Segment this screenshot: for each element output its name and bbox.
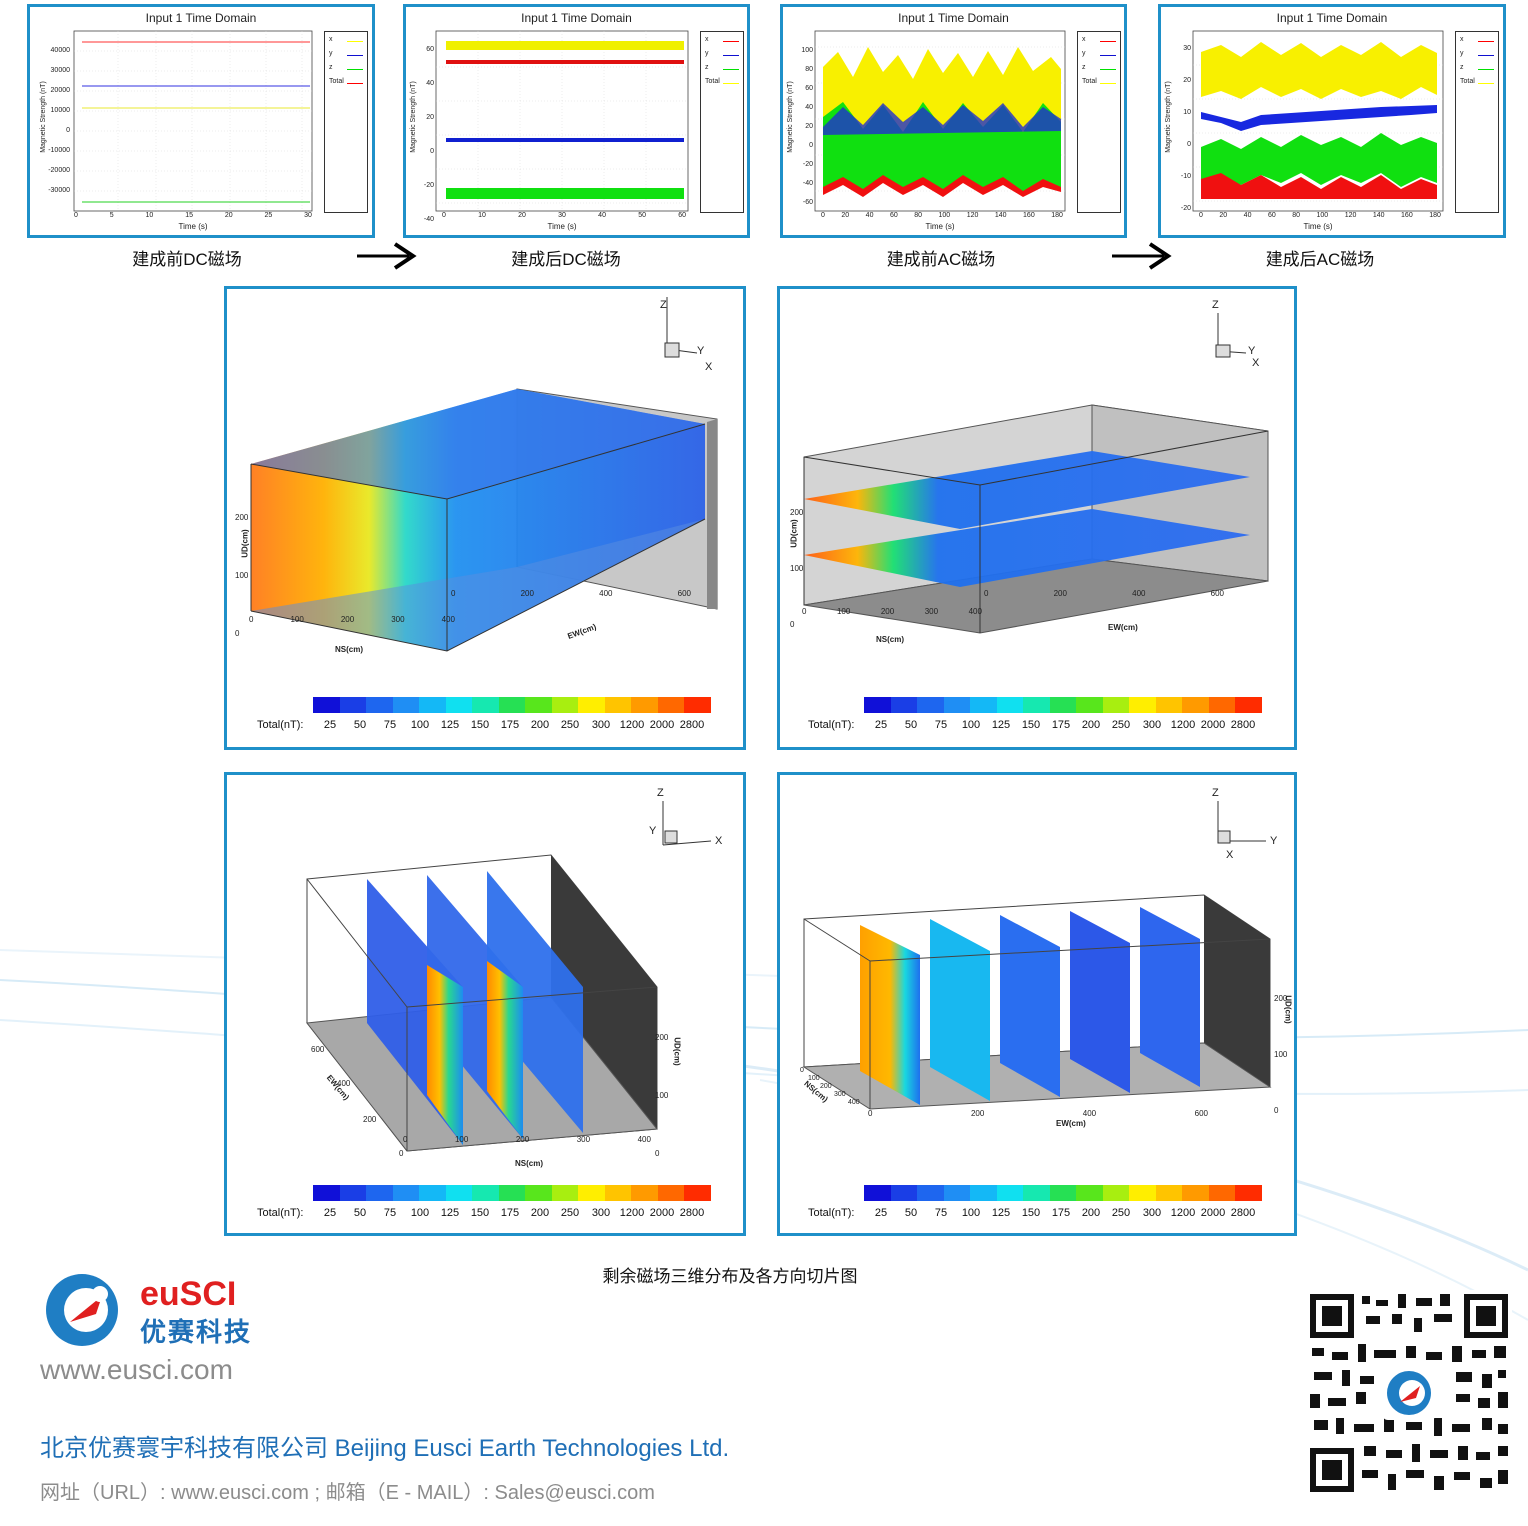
ud-ticks: 200 100 0 <box>790 508 804 629</box>
axis-a-label: Y <box>649 825 657 837</box>
ns-ticks: 0 100 200 300 400 <box>802 607 982 616</box>
ac-before-caption: 建成前AC磁场 <box>886 250 996 269</box>
legend: x y z Total <box>324 31 368 213</box>
colorbar-label: Total(nT): <box>257 1207 304 1219</box>
x-axis-label: Time (s) <box>925 222 955 231</box>
colorbar-ticks: 25 50 75 100 125 150 175 200 250 300 1200 2000 2800 <box>323 719 705 731</box>
dc-before-plot <box>73 30 313 212</box>
arrow-right-icon <box>357 242 417 270</box>
ns-ticks: 0 100 200 300 400 <box>403 1135 651 1144</box>
colorbar-label: Total(nT): <box>257 719 304 731</box>
ns-axis-label: NS(cm) <box>515 1159 544 1168</box>
x-ticks: 0 20 40 60 80 100 120 140 160 180 <box>821 212 1063 219</box>
ac-after-plot <box>1192 30 1444 212</box>
y-ticks: 40000 30000 20000 10000 0 -10000 -20000 -30000 <box>48 47 70 194</box>
ns-ticks: 0 100 200 300 400 <box>249 615 455 624</box>
logo-text-cn: 优赛科技 <box>140 1317 253 1347</box>
ew-ticks: 0 200 400 600 <box>868 1109 1208 1118</box>
ew-ticks: 0 200 400 600 <box>451 589 691 598</box>
x-axis-label: Time (s) <box>1303 222 1333 231</box>
legend: x y z Total <box>700 31 744 213</box>
x-ticks: 0 5 10 15 20 25 30 <box>74 212 312 219</box>
figure-caption: 剩余磁场三维分布及各方向切片图 <box>602 1267 858 1286</box>
axis-a-label: Y <box>1270 835 1278 847</box>
legend: x y z Total <box>1077 31 1121 213</box>
website-text: www.eusci.com <box>40 1354 233 1385</box>
colorbar <box>313 697 711 713</box>
ew-slices-plot <box>306 801 712 1152</box>
logo-text-en: euSCI <box>140 1275 237 1313</box>
dc-before-panel: Input 1 Time Domain Magnetic Strength (n… <box>27 4 375 238</box>
x-ticks: 0 20 40 60 80 100 120 140 160 180 <box>1199 212 1441 219</box>
contact-line: 网址（URL）: www.eusci.com ; 邮箱（E - MAIL）: S… <box>40 1482 655 1504</box>
dc-after-plot <box>435 30 689 212</box>
y-ticks: 30 20 10 0 -10 -20 <box>1180 45 1191 212</box>
panel-title: Input 1 Time Domain <box>145 11 257 25</box>
axis-z-label: Z <box>1212 299 1219 311</box>
dc-after-panel: Input 1 Time Domain Magnetic Strength (n… <box>403 4 750 238</box>
colorbar <box>864 697 1262 713</box>
colorbar-ticks: 25 50 75 100 125 150 175 200 250 300 1200 2000 2800 <box>323 1207 705 1219</box>
ud-ticks: 200 100 0 <box>655 1033 669 1158</box>
ac-after-panel: Input 1 Time Domain Magnetic Strength (n… <box>1158 4 1506 238</box>
company-name: 北京优赛寰宇科技有限公司 Beijing Eusci Earth Technol… <box>40 1435 730 1462</box>
ud-ticks: 200 100 0 <box>235 513 249 638</box>
dc-after-caption: 建成后DC磁场 <box>511 250 621 269</box>
ns-axis-label: NS(cm) <box>335 645 364 654</box>
ns-axis-label: NS(cm) <box>876 635 905 644</box>
ud-ticks: 200 100 0 <box>1274 994 1288 1115</box>
x-axis-label: Time (s) <box>547 222 577 231</box>
axis-z-label: Z <box>1212 787 1219 799</box>
legend: x y z Total <box>1455 31 1499 213</box>
horizontal-slices-plot <box>803 313 1269 634</box>
ac-after-caption: 建成后AC磁场 <box>1265 250 1375 269</box>
x-ticks: 0 10 20 30 40 50 60 <box>442 212 686 219</box>
axis-b-label: X <box>1252 357 1260 369</box>
panel-title: Input 1 Time Domain <box>521 11 632 25</box>
horizontal-slices-panel: Z Y X UD(cm) 200 100 0 NS(cm) 0 100 200 300 40… <box>777 286 1297 750</box>
volume-3d-panel: Z Y X UD(cm) 200 100 0 NS(cm) 0 100 200 300 40… <box>224 286 746 750</box>
axis-b-label: X <box>1226 849 1234 861</box>
colorbar-ticks: 25 50 75 100 125 150 175 200 250 300 1200 2000 2800 <box>874 1207 1256 1219</box>
x-axis-label: Time (s) <box>178 222 208 231</box>
panel-title: Input 1 Time Domain <box>898 11 1009 25</box>
eusci-logo-icon <box>46 1274 118 1346</box>
ew-axis-label: EW(cm) <box>1056 1119 1086 1128</box>
ns-slices-panel: Z Y X UD(cm) 200 100 0 EW(cm) 0 200 400 600 N… <box>777 772 1297 1236</box>
ew-axis-label: EW(cm) <box>1108 623 1138 632</box>
axis-z-label: Z <box>660 299 667 311</box>
ac-before-panel: Input 1 Time Domain Magnetic Strength (n… <box>780 4 1127 238</box>
ns-ticks: 0 100 200 300 400 <box>800 1067 860 1106</box>
volume-3d-plot <box>250 297 718 652</box>
colorbar-label: Total(nT): <box>808 1207 855 1219</box>
colorbar-ticks: 25 50 75 100 125 150 175 200 250 300 1200 2000 2800 <box>874 719 1256 731</box>
dc-before-caption: 建成前DC磁场 <box>132 250 242 269</box>
axis-b-label: X <box>715 835 723 847</box>
ns-slices-plot <box>802 801 1272 1110</box>
y-ticks: 60 40 20 0 -20 -40 <box>423 46 434 223</box>
qr-code-icon <box>1306 1290 1512 1496</box>
axis-z-label: Z <box>657 787 664 799</box>
ew-slices-panel: Z Y X UD(cm) 200 100 0 NS(cm) 0 100 200 300 40… <box>224 772 746 1236</box>
axis-a-label: Y <box>1248 345 1256 357</box>
arrow-right-icon <box>1112 242 1172 270</box>
ew-ticks: 0 200 400 600 <box>984 589 1224 598</box>
ud-axis-label: UD(cm) <box>672 1037 682 1066</box>
axis-a-label: Y <box>697 345 705 357</box>
ew-ticks: 600 400 200 0 <box>311 1045 404 1158</box>
y-ticks: 100 80 60 40 20 0 -20 -40 -60 <box>801 47 813 206</box>
colorbar-label: Total(nT): <box>808 719 855 731</box>
ac-before-plot <box>814 30 1066 212</box>
axis-b-label: X <box>705 361 713 373</box>
panel-title: Input 1 Time Domain <box>1276 11 1388 25</box>
colorbar <box>864 1185 1262 1201</box>
colorbar <box>313 1185 711 1201</box>
